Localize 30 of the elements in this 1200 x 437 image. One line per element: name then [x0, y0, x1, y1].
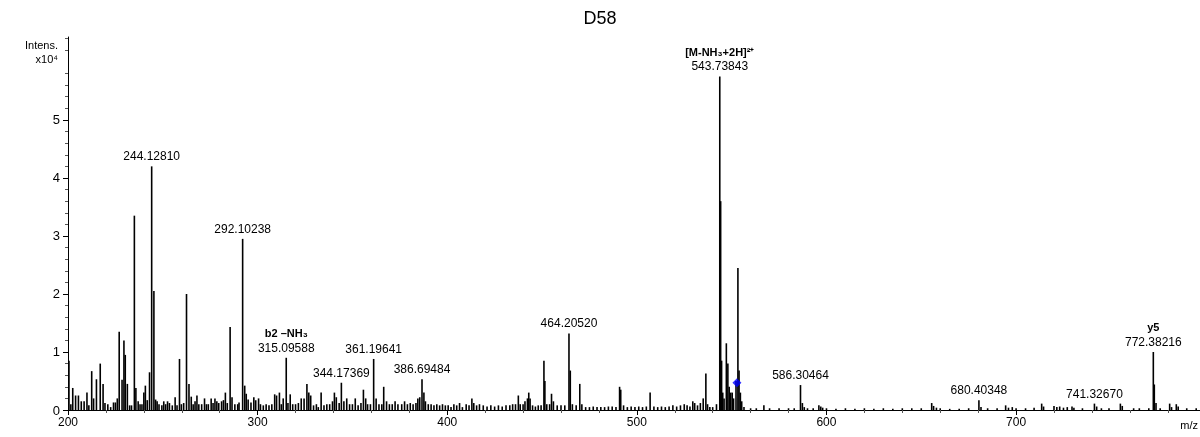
annotation: [M-NH₃+2H]²⁺ — [685, 45, 755, 58]
annotation: y5 — [1147, 321, 1160, 334]
annotation: 464.20520 — [540, 316, 598, 331]
annotation: 543.73843 — [691, 59, 749, 74]
x-tick-label: 300 — [247, 415, 268, 429]
annotation: 772.38216 — [1124, 334, 1182, 349]
y-tick-label: 0 — [52, 402, 60, 418]
annotation: 361.19641 — [345, 341, 403, 356]
x-tick-label: 700 — [1006, 415, 1027, 429]
y-tick-label: 3 — [52, 228, 60, 244]
y-tick-label: 1 — [52, 344, 60, 360]
annotation: 292.10238 — [214, 221, 272, 236]
annotation: 315.09588 — [257, 340, 315, 355]
x-tick-label: 600 — [816, 415, 837, 429]
annotation: 344.17369 — [313, 365, 371, 380]
y-tick-label: 5 — [52, 112, 60, 128]
annotation: 741.32670 — [1066, 386, 1124, 401]
annotation: 586.30464 — [772, 368, 830, 383]
y-tick-label: 2 — [52, 286, 60, 302]
x-tick-label: 400 — [437, 415, 458, 429]
x-tick-label: 500 — [626, 415, 648, 429]
annotation: 244.12810 — [123, 149, 181, 164]
x-axis-title: m/z — [1180, 418, 1199, 431]
annotation: 680.40348 — [950, 383, 1008, 398]
annotation: b2 –NH₃ — [264, 327, 308, 340]
y-tick-label: 4 — [52, 170, 60, 186]
x-tick-label: 200 — [57, 415, 79, 429]
y-axis-title: Intens. x10⁴ — [24, 39, 59, 65]
annotation: 386.69484 — [393, 362, 451, 377]
chart-title: D58 — [583, 8, 617, 28]
